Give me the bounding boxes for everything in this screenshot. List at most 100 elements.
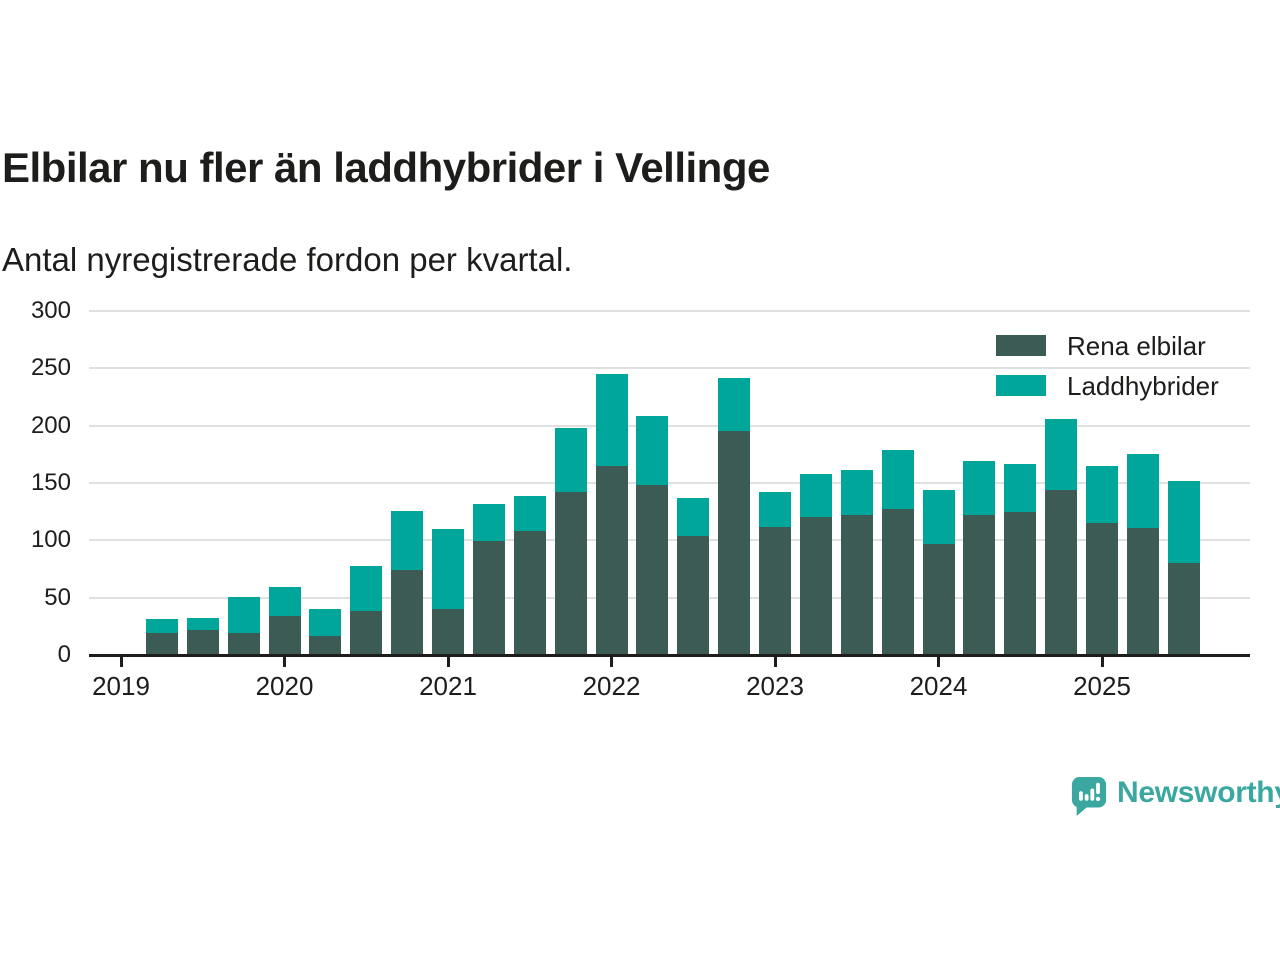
- bar-K2-2024: [963, 461, 996, 655]
- bar-segment-laddhybrider: [1004, 463, 1037, 512]
- y-axis-tick-label: 50: [44, 583, 71, 611]
- y-axis-tick-label: 250: [30, 354, 71, 382]
- bar-K2-2023: [799, 473, 832, 655]
- bar-K4-2023: [881, 449, 914, 655]
- legend-swatch-rena-elbilar: [996, 335, 1046, 356]
- bar-K1-2022: [595, 374, 628, 655]
- x-axis-tick-label: 2025: [1073, 671, 1131, 701]
- bar-K3-2019: [186, 618, 219, 655]
- x-axis-tick-label: 2020: [255, 671, 314, 701]
- bar-segment-rena-elbilar: [922, 543, 955, 655]
- bar-segment-rena-elbilar: [186, 629, 219, 655]
- bar-K1-2024: [922, 489, 955, 655]
- bar-segment-rena-elbilar: [799, 517, 832, 655]
- bar-segment-rena-elbilar: [1167, 563, 1200, 655]
- legend: Rena elbilar Laddhybrider: [996, 330, 1219, 415]
- bar-segment-laddhybrider: [309, 609, 342, 636]
- gridline-250: [89, 367, 1250, 370]
- bar-K3-2023: [840, 470, 873, 655]
- bar-K2-2022: [636, 416, 669, 655]
- bar-segment-laddhybrider: [268, 587, 301, 616]
- x-axis-tickmark-2022: [610, 656, 613, 667]
- y-axis-tick-label: 0: [57, 641, 71, 668]
- bar-segment-rena-elbilar: [595, 465, 628, 655]
- bar-segment-rena-elbilar: [350, 611, 383, 655]
- bar-segment-rena-elbilar: [472, 541, 505, 655]
- bar-segment-rena-elbilar: [309, 635, 342, 655]
- bar-segment-rena-elbilar: [963, 515, 996, 655]
- newsworthy-brand: Newsworthy: [1070, 775, 1280, 819]
- x-axis-tickmark-2020: [283, 656, 286, 667]
- legend-item-rena-elbilar: Rena elbilar: [996, 330, 1219, 361]
- bar-segment-laddhybrider: [513, 495, 546, 532]
- x-axis-tickmark-2023: [773, 656, 777, 667]
- bar-K1-2023: [759, 492, 791, 655]
- x-axis-tick-label: 2022: [582, 671, 641, 701]
- x-axis-tick-label: 2021: [419, 671, 477, 701]
- gridline-50: [89, 596, 1250, 599]
- x-axis-tickmark-2019: [119, 656, 123, 667]
- bar-segment-rena-elbilar: [677, 535, 710, 655]
- bar-segment-laddhybrider: [718, 377, 751, 432]
- bar-segment-rena-elbilar: [513, 531, 546, 655]
- bar-K4-2022: [718, 377, 751, 655]
- legend-label-rena-elbilar: Rena elbilar: [1067, 330, 1206, 361]
- bar-segment-rena-elbilar: [636, 485, 669, 655]
- y-axis-tick-label: 300: [30, 297, 71, 324]
- bar-segment-laddhybrider: [432, 528, 464, 610]
- bar-segment-laddhybrider: [799, 473, 832, 518]
- legend-item-laddhybrider: Laddhybrider: [996, 373, 1219, 399]
- bar-K3-2024: [1004, 463, 1037, 655]
- gridline-300: [89, 310, 1250, 312]
- bar-segment-laddhybrider: [1045, 418, 1078, 490]
- bar-K4-2024: [1045, 418, 1078, 655]
- y-axis-tick-label: 100: [30, 526, 71, 554]
- gridline-200: [89, 424, 1250, 427]
- bar-K2-2019: [145, 619, 178, 655]
- bar-segment-laddhybrider: [677, 497, 710, 536]
- bar-K2-2021: [472, 503, 505, 655]
- gridline-150: [89, 482, 1250, 484]
- x-axis-line: [89, 653, 1250, 657]
- bar-segment-laddhybrider: [1126, 454, 1159, 528]
- bar-segment-laddhybrider: [636, 416, 669, 486]
- bar-segment-laddhybrider: [391, 510, 424, 571]
- bar-segment-rena-elbilar: [1045, 489, 1078, 655]
- bar-segment-rena-elbilar: [554, 492, 587, 655]
- x-axis-tickmark-2021: [446, 656, 450, 667]
- bar-segment-laddhybrider: [472, 503, 505, 542]
- bar-segment-laddhybrider: [881, 449, 914, 510]
- bar-segment-rena-elbilar: [759, 526, 791, 655]
- bar-K4-2020: [391, 510, 424, 655]
- bar-segment-rena-elbilar: [840, 515, 873, 655]
- bar-segment-rena-elbilar: [1086, 523, 1118, 655]
- bar-segment-laddhybrider: [922, 489, 955, 544]
- x-axis-tick-label: 2019: [92, 671, 150, 701]
- bar-segment-rena-elbilar: [391, 570, 424, 655]
- bar-K1-2025: [1086, 465, 1118, 655]
- bar-segment-rena-elbilar: [1126, 527, 1159, 655]
- gridline-100: [89, 539, 1250, 542]
- bar-segment-rena-elbilar: [227, 633, 260, 655]
- bar-segment-laddhybrider: [963, 461, 996, 516]
- legend-swatch-laddhybrider: [996, 375, 1046, 396]
- bar-segment-laddhybrider: [186, 618, 219, 630]
- bar-K2-2025: [1126, 454, 1159, 655]
- x-axis-tick-label: 2024: [909, 671, 968, 701]
- bar-K2-2020: [309, 609, 342, 655]
- bar-K1-2021: [432, 528, 464, 655]
- bar-segment-rena-elbilar: [718, 431, 751, 655]
- chart-subtitle: Antal nyregistrerade fordon per kvartal.: [2, 241, 573, 278]
- bar-segment-rena-elbilar: [1004, 511, 1037, 655]
- bar-segment-rena-elbilar: [881, 509, 914, 655]
- chart-title: Elbilar nu fler än laddhybrider i Vellin…: [2, 144, 770, 191]
- bar-segment-laddhybrider: [1167, 480, 1200, 564]
- x-axis-tickmark-2025: [1100, 656, 1104, 667]
- bar-segment-rena-elbilar: [268, 616, 301, 655]
- bar-K4-2019: [227, 596, 260, 655]
- bar-segment-laddhybrider: [595, 374, 628, 466]
- bar-segment-rena-elbilar: [432, 609, 464, 655]
- bar-segment-laddhybrider: [1086, 465, 1118, 524]
